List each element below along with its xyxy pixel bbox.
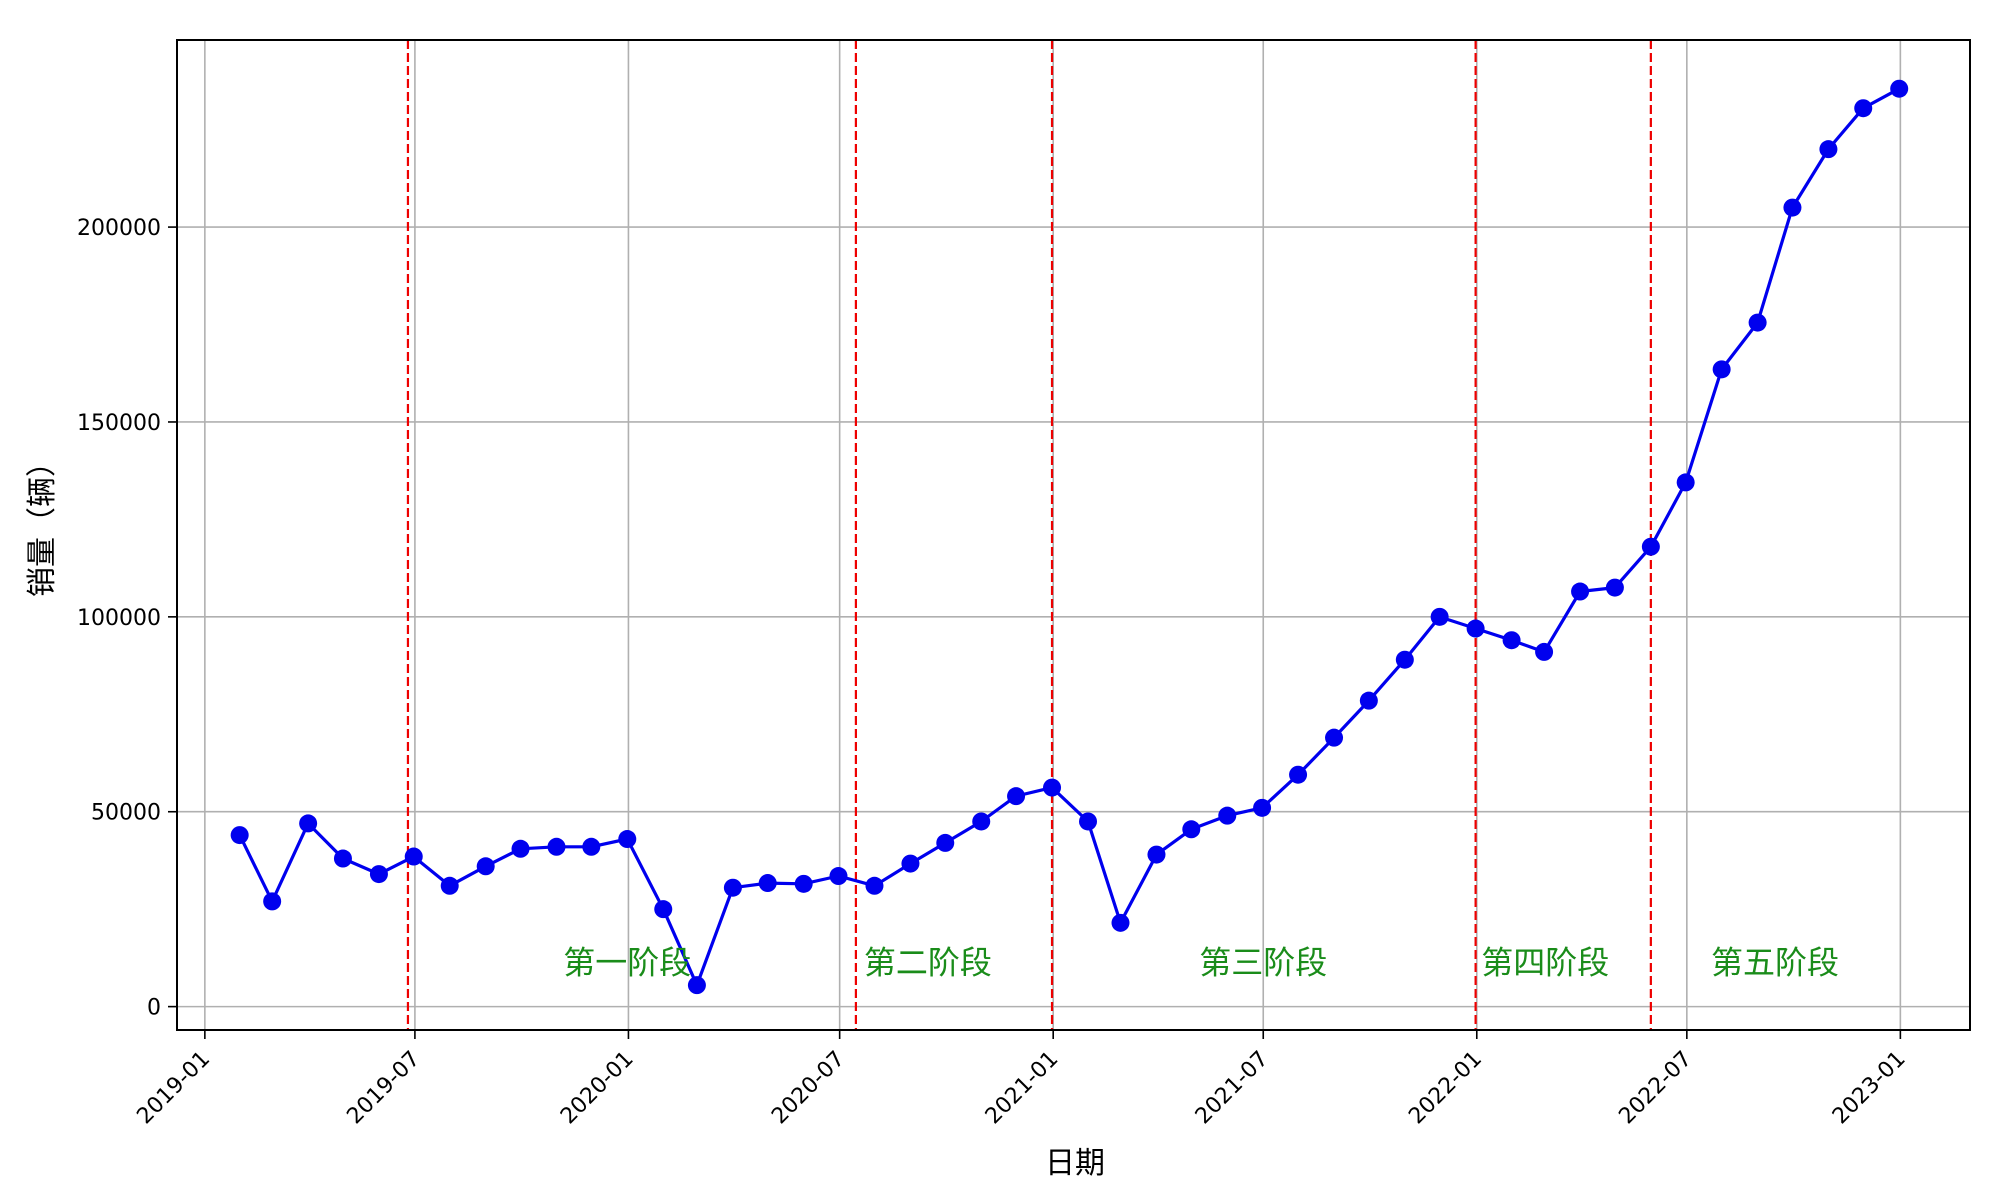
x-tick-label: 2022-07 xyxy=(1614,1047,1697,1130)
data-point xyxy=(723,878,742,897)
data-point xyxy=(1641,537,1660,556)
phase-lines xyxy=(406,40,1652,1030)
data-point xyxy=(1605,578,1624,597)
data-point xyxy=(829,867,848,886)
x-tick-label: 2019-01 xyxy=(132,1047,215,1130)
data-point xyxy=(369,865,388,884)
data-point xyxy=(1147,845,1166,864)
x-tick-label: 2020-01 xyxy=(556,1047,639,1130)
data-point xyxy=(511,839,530,858)
phase-labels: 第一阶段 第二阶段 第三阶段 第四阶段 第五阶段 xyxy=(563,943,1839,981)
data-point xyxy=(440,876,459,895)
series xyxy=(230,79,1909,995)
x-tick-label: 2020-07 xyxy=(767,1047,850,1130)
data-point xyxy=(1182,820,1201,839)
plot-frame xyxy=(176,39,1971,1031)
phase-label: 第三阶段 xyxy=(1199,943,1327,981)
data-point xyxy=(547,837,566,856)
data-point xyxy=(654,900,673,919)
data-point xyxy=(1043,778,1062,797)
data-point xyxy=(1819,140,1838,159)
y-tick-label: 50000 xyxy=(91,801,161,826)
data-point xyxy=(1007,787,1026,806)
phase-label: 第五阶段 xyxy=(1711,943,1839,981)
data-point xyxy=(901,854,920,873)
data-point xyxy=(299,814,318,833)
data-point xyxy=(972,812,991,831)
data-point xyxy=(1430,607,1449,626)
y-axis-title: 销量（辆） xyxy=(25,447,60,597)
data-point xyxy=(1676,473,1695,492)
data-point xyxy=(1253,798,1272,817)
data-point xyxy=(1890,79,1909,98)
data-point xyxy=(758,874,777,893)
data-point xyxy=(476,857,495,876)
phase-label: 第二阶段 xyxy=(864,943,992,981)
data-point xyxy=(1079,812,1098,831)
x-tick-label: 2021-01 xyxy=(981,1047,1064,1130)
data-point xyxy=(936,833,955,852)
data-point xyxy=(404,847,423,866)
x-axis-title: 日期 xyxy=(1045,1146,1105,1181)
y-tick-label: 100000 xyxy=(77,606,161,631)
data-point xyxy=(618,830,637,849)
axes: 2019-01 2019-07 2020-01 2020-07 2021-01 2021-… xyxy=(77,216,1911,1129)
data-point xyxy=(687,976,706,995)
data-point xyxy=(1359,691,1378,710)
y-tick-label: 150000 xyxy=(77,411,161,436)
data-point xyxy=(1395,650,1414,669)
data-point xyxy=(865,876,884,895)
y-tick-label: 200000 xyxy=(77,216,161,241)
data-point xyxy=(1571,582,1590,601)
x-tick-label: 2022-01 xyxy=(1404,1047,1487,1130)
data-point xyxy=(1854,99,1873,118)
data-point xyxy=(1748,313,1767,332)
data-point xyxy=(1466,619,1485,638)
data-point xyxy=(582,837,601,856)
x-tick-label: 2019-07 xyxy=(342,1047,425,1130)
data-point xyxy=(263,892,282,911)
phase-label: 第一阶段 xyxy=(563,943,691,981)
data-point xyxy=(1111,913,1130,932)
x-tick-label: 2023-01 xyxy=(1828,1047,1911,1130)
data-point xyxy=(1218,806,1237,825)
data-point xyxy=(1325,728,1344,747)
data-point xyxy=(1535,642,1554,661)
y-tick-label: 0 xyxy=(147,996,161,1021)
data-point xyxy=(1502,631,1521,650)
data-point xyxy=(230,826,249,845)
data-point xyxy=(794,874,813,893)
grid xyxy=(177,40,1970,1030)
phase-label: 第四阶段 xyxy=(1481,943,1609,981)
data-point xyxy=(333,849,352,868)
data-point xyxy=(1712,360,1731,379)
data-point xyxy=(1783,198,1802,217)
x-tick-label: 2021-07 xyxy=(1191,1047,1274,1130)
data-point xyxy=(1289,765,1308,784)
